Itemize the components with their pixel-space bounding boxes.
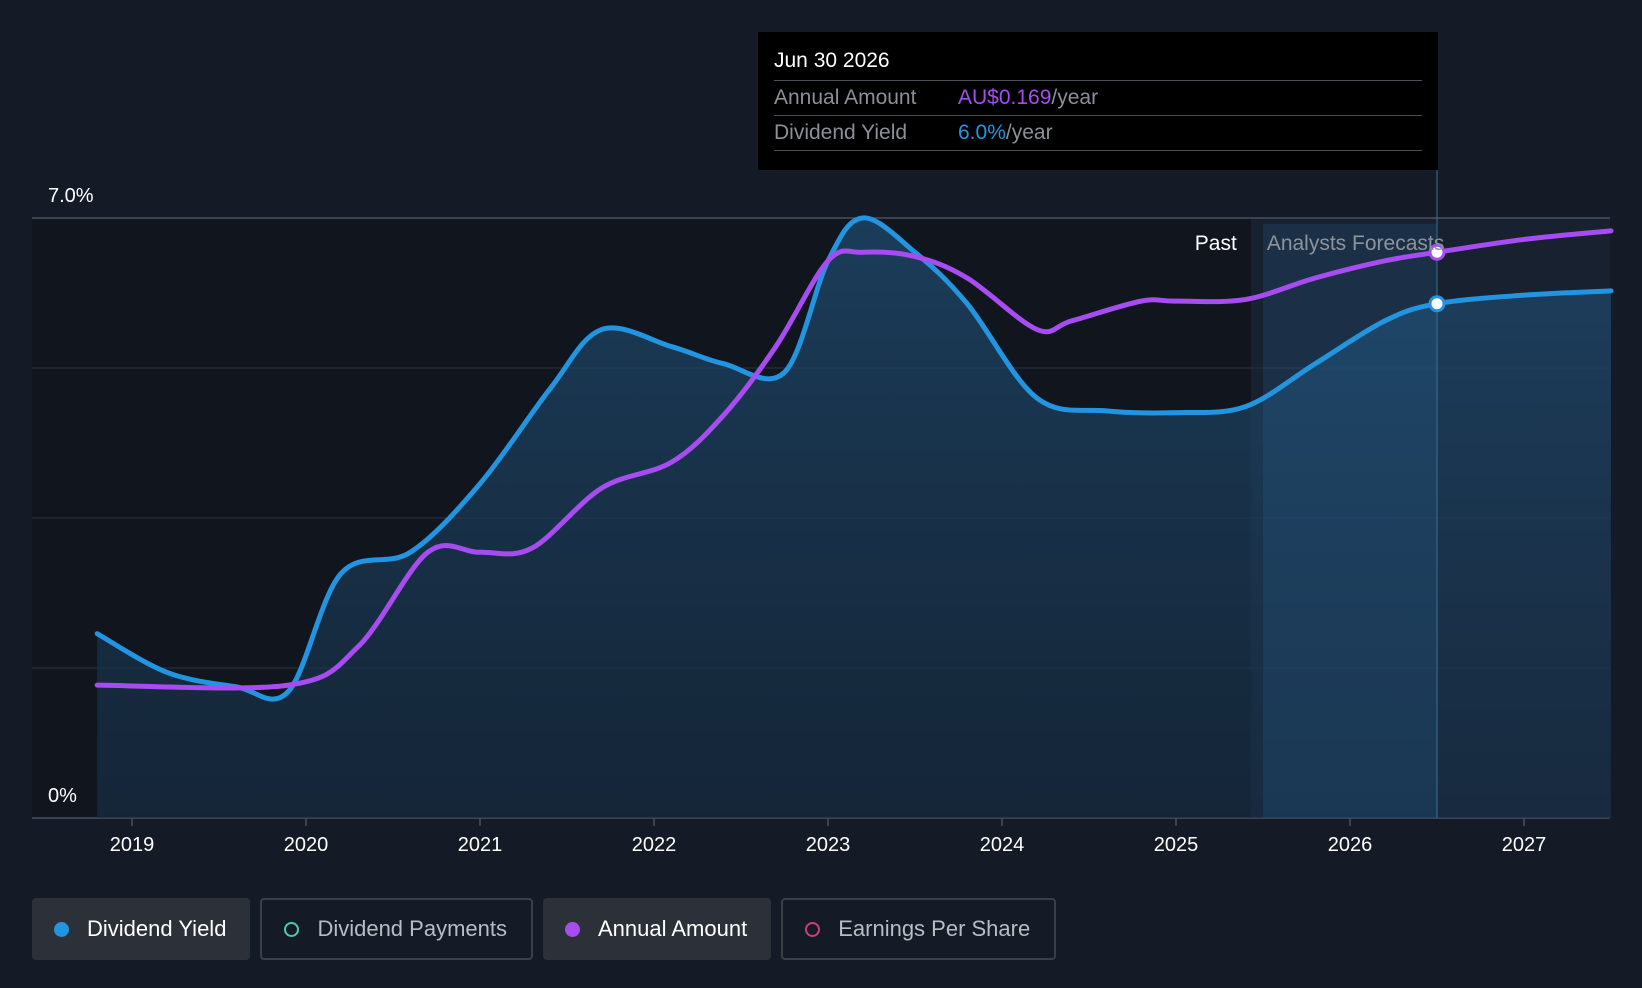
y-axis-top-label: 7.0%: [48, 185, 94, 207]
tooltip-label: Annual Amount: [774, 86, 917, 109]
legend-earnings-per-share[interactable]: Earnings Per Share: [781, 898, 1057, 960]
legend-annual-amount[interactable]: Annual Amount: [542, 898, 772, 960]
tooltip-label: Dividend Yield: [774, 121, 908, 144]
legend-label: Earnings Per Share: [838, 916, 1031, 941]
annual-amount-marker[interactable]: [1428, 243, 1446, 261]
tooltip-row-dividend-yield: Dividend Yield 6.0% /year: [774, 115, 1422, 151]
tooltip-row-annual-amount: Annual Amount AU$0.169 /year: [774, 80, 1422, 115]
tooltip-suffix: /year: [1051, 86, 1099, 109]
y-axis-bottom-label: 0%: [48, 785, 77, 807]
x-tick-label: 2022: [632, 834, 677, 856]
x-tick-label: 2019: [110, 834, 155, 856]
legend-dot-icon: [54, 921, 69, 937]
tooltip-suffix: /year: [1005, 121, 1053, 144]
chart-legend: Dividend Yield Dividend Payments Annual …: [32, 898, 1066, 960]
x-tick-label: 2021: [458, 834, 503, 856]
chart-tooltip: Jun 30 2026 Annual Amount AU$0.169 /year…: [758, 32, 1438, 170]
dividend-yield-area: [97, 217, 1612, 819]
legend-dot-icon: [564, 921, 580, 937]
legend-dot-icon: [284, 921, 300, 937]
tooltip-value: AU$0.169: [958, 86, 1052, 109]
tooltip-value: 6.0%: [958, 121, 1006, 144]
legend-dividend-yield[interactable]: Dividend Yield: [32, 898, 251, 960]
legend-dividend-payments[interactable]: Dividend Payments: [260, 898, 533, 960]
dividend-yield-marker[interactable]: [1428, 295, 1446, 313]
dividend-yield-line: [94, 215, 1614, 702]
x-tick-label: 2023: [806, 834, 851, 856]
tooltip-highlight-band: [1263, 223, 1437, 818]
legend-label: Dividend Payments: [317, 916, 507, 941]
x-tick-label: 2024: [980, 834, 1025, 856]
annual-amount-line: [94, 228, 1614, 691]
forecast-region-label: Analysts Forecasts: [1267, 232, 1444, 255]
x-tick-label: 2027: [1502, 834, 1547, 856]
legend-label: Dividend Yield: [87, 916, 227, 941]
x-tick-label: 2026: [1328, 834, 1373, 856]
legend-label: Annual Amount: [597, 916, 748, 941]
past-region-label: Past: [1195, 232, 1237, 255]
x-tick-label: 2020: [284, 834, 329, 856]
legend-dot-icon: [805, 921, 821, 937]
x-axis-ticks: 2019 2020 2021 2022 2023 2024 2025 2026 2027: [110, 818, 1547, 856]
x-tick-label: 2025: [1154, 834, 1199, 856]
tooltip-date: Jun 30 2026: [774, 49, 890, 72]
